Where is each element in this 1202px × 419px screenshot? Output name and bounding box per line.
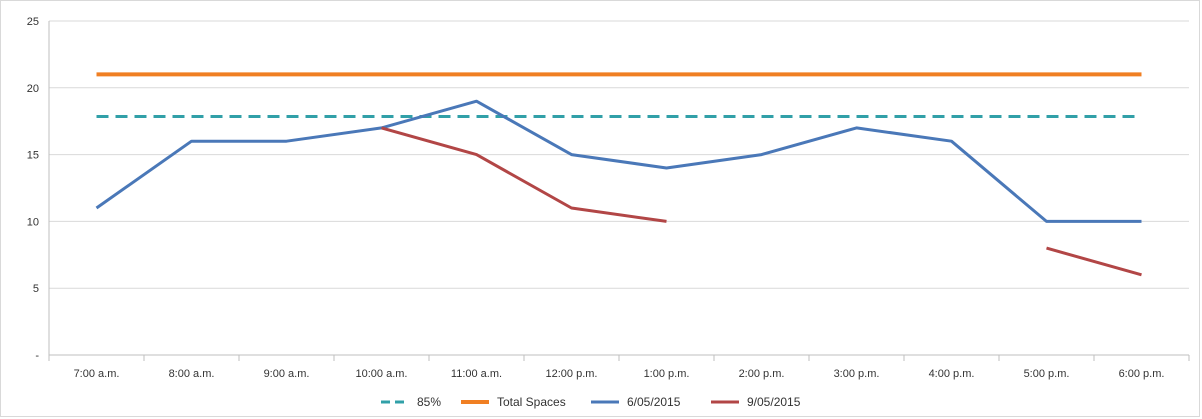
x-tick-label: 11:00 a.m.	[451, 368, 502, 380]
x-tick-label: 1:00 p.m.	[644, 368, 690, 380]
x-tick-label: 4:00 p.m.	[929, 368, 975, 380]
x-tick-label: 9:00 a.m.	[264, 368, 310, 380]
legend-label-1: Total Spaces	[497, 395, 566, 409]
legend-label-3: 9/05/2015	[747, 395, 801, 409]
y-tick-label: 5	[33, 283, 39, 295]
x-tick-label: 8:00 a.m.	[169, 368, 215, 380]
series-line-3	[381, 126, 667, 223]
y-axis-tick-labels: - 5 10 15 20 25	[27, 16, 40, 362]
series-line-3	[1046, 246, 1142, 277]
x-tick-label: 3:00 p.m.	[834, 368, 880, 380]
x-tick-label: 12:00 p.m.	[546, 368, 598, 380]
x-tick-label: 2:00 p.m.	[739, 368, 785, 380]
gridlines	[49, 20, 1189, 289]
x-tick-label: 6:00 p.m.	[1119, 368, 1165, 380]
legend-label-0: 85%	[417, 395, 441, 409]
series-line-2	[95, 99, 1142, 223]
x-tick-label: 10:00 a.m.	[356, 368, 408, 380]
y-tick-label: 25	[27, 16, 39, 28]
x-tick-label: 7:00 a.m.	[74, 368, 120, 380]
y-tick-label: -	[35, 350, 39, 362]
legend-label-2: 6/05/2015	[627, 395, 681, 409]
legend: 85% Total Spaces 6/05/2015 9/05/2015	[381, 395, 801, 409]
y-tick-label: 10	[27, 216, 39, 228]
x-tick-label: 5:00 p.m.	[1024, 368, 1070, 380]
y-tick-label: 20	[27, 83, 39, 95]
series-lines	[95, 72, 1142, 277]
x-axis-tick-labels: 7:00 a.m. 8:00 a.m. 9:00 a.m. 10:00 a.m. 11:…	[74, 368, 1165, 380]
axes	[48, 21, 1190, 361]
y-tick-label: 15	[27, 150, 39, 162]
